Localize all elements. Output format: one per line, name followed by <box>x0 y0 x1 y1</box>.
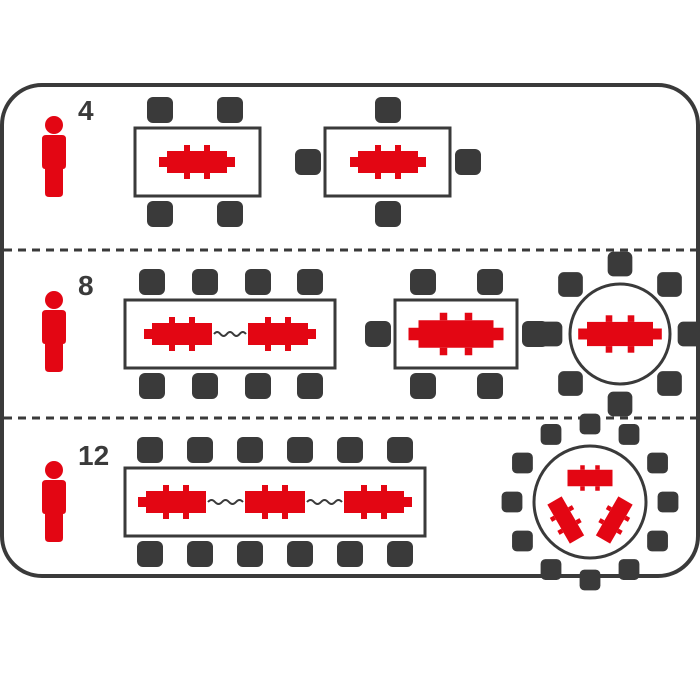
chair-icon <box>375 97 401 123</box>
chair-icon <box>139 269 165 295</box>
chair-icon <box>619 559 640 580</box>
chair-icon <box>477 373 503 399</box>
chair-icon <box>147 201 173 227</box>
chair-icon <box>541 424 562 445</box>
chair-icon <box>192 373 218 399</box>
chair-icon <box>387 437 413 463</box>
chair-icon <box>455 149 481 175</box>
chair-icon <box>410 373 436 399</box>
chair-icon <box>502 492 523 513</box>
chair-icon <box>147 97 173 123</box>
chair-icon <box>217 97 243 123</box>
chair-icon <box>647 453 668 474</box>
chair-icon <box>237 541 263 567</box>
chair-icon <box>337 541 363 567</box>
chair-icon <box>512 453 533 474</box>
chair-icon <box>287 437 313 463</box>
chair-icon <box>192 269 218 295</box>
chair-icon <box>337 437 363 463</box>
chair-icon <box>558 272 583 297</box>
chair-icon <box>137 541 163 567</box>
person-icon <box>42 116 66 197</box>
chair-icon <box>647 531 668 552</box>
person-icon <box>42 291 66 372</box>
chair-icon <box>608 252 633 277</box>
chair-icon <box>657 272 682 297</box>
chair-icon <box>137 437 163 463</box>
chair-icon <box>375 201 401 227</box>
infographic-stage: 4 8 12 <box>0 0 700 700</box>
chair-icon <box>580 570 601 591</box>
chair-icon <box>187 541 213 567</box>
chair-icon <box>538 322 563 347</box>
chair-icon <box>297 373 323 399</box>
capacity-label: 12 <box>78 440 109 471</box>
chair-icon <box>658 492 679 513</box>
chair-icon <box>287 541 313 567</box>
capacity-label: 4 <box>78 95 94 126</box>
chair-icon <box>541 559 562 580</box>
chair-icon <box>387 541 413 567</box>
chair-icon <box>217 201 243 227</box>
chair-icon <box>365 321 391 347</box>
chair-icon <box>580 414 601 435</box>
chair-icon <box>477 269 503 295</box>
chair-icon <box>187 437 213 463</box>
chair-icon <box>619 424 640 445</box>
chair-icon <box>558 371 583 396</box>
chair-icon <box>237 437 263 463</box>
chair-icon <box>139 373 165 399</box>
chair-icon <box>297 269 323 295</box>
person-icon <box>42 461 66 542</box>
chair-icon <box>512 531 533 552</box>
chair-icon <box>657 371 682 396</box>
round-table <box>534 446 646 558</box>
chair-icon <box>608 392 633 417</box>
capacity-label: 8 <box>78 270 94 301</box>
chair-icon <box>410 269 436 295</box>
chair-icon <box>678 322 700 347</box>
chair-icon <box>245 373 271 399</box>
chair-icon <box>245 269 271 295</box>
chair-icon <box>295 149 321 175</box>
